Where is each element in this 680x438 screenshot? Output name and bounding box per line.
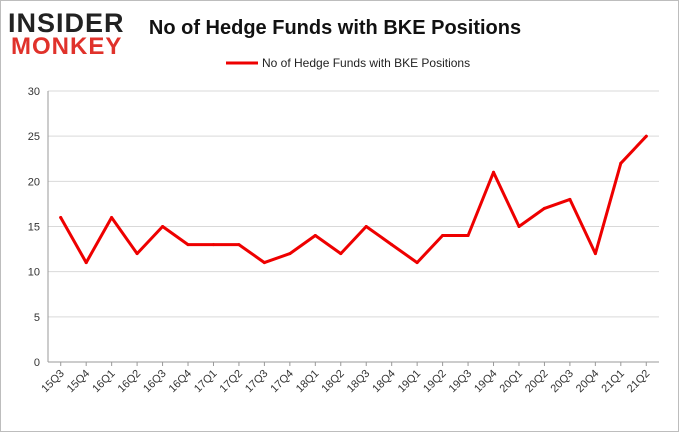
data-point (466, 234, 470, 237)
logo-line-2: MONKEY (11, 33, 122, 60)
axes (47, 91, 659, 366)
data-point (644, 134, 648, 138)
data-point (212, 243, 215, 247)
data-point (542, 206, 546, 210)
data-point (364, 225, 368, 228)
y-tick-label: 20 (28, 176, 40, 188)
series-line (59, 134, 648, 265)
data-point (313, 234, 317, 237)
legend-label: No of Hedge Funds with BKE Positions (262, 56, 470, 70)
data-point (339, 252, 343, 256)
y-tick-label: 5 (34, 312, 40, 324)
data-point (186, 243, 190, 247)
y-tick-label: 15 (28, 222, 40, 234)
data-point (262, 261, 266, 265)
data-point (441, 234, 445, 237)
legend: No of Hedge Funds with BKE Positions (226, 56, 470, 70)
data-point (288, 252, 292, 256)
data-point (84, 261, 88, 265)
data-point (110, 216, 114, 219)
data-point (593, 252, 597, 256)
data-point (619, 161, 623, 165)
y-tick-label: 30 (28, 86, 40, 98)
data-point (161, 225, 165, 228)
gridlines (48, 90, 659, 318)
series-layer (59, 134, 648, 265)
data-point (517, 225, 521, 228)
data-point (135, 252, 139, 256)
data-point (59, 216, 63, 219)
data-point (415, 261, 419, 265)
y-tick-label: 25 (28, 131, 40, 143)
insider-monkey-logo: INSIDER MONKEY (8, 8, 125, 60)
y-tick-labels: 0 5 10 15 20 25 30 (28, 86, 40, 369)
data-point (237, 243, 241, 247)
y-tick-label: 10 (28, 267, 40, 279)
data-point (568, 197, 572, 201)
chart-title: No of Hedge Funds with BKE Positions (149, 17, 521, 39)
data-point (492, 170, 495, 174)
y-tick-label: 0 (34, 357, 40, 369)
data-point (390, 243, 394, 247)
logo-line-1: INSIDER (8, 8, 125, 38)
